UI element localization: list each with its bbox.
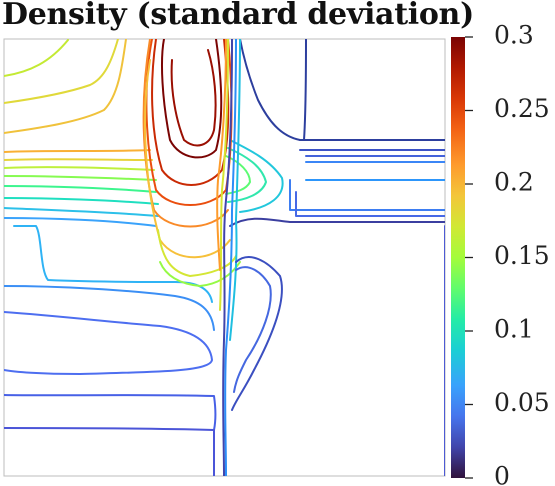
chart-title: Density (standard deviation)	[2, 0, 474, 32]
colorbar-tick-label: 0.3	[494, 21, 534, 50]
colorbar	[451, 37, 465, 478]
colorbar-tick-label: 0.1	[494, 315, 534, 344]
colorbar-tick-label: 0.25	[494, 94, 550, 123]
colorbar-tick-label: 0.15	[494, 241, 550, 270]
colorbar-tick-label: 0.2	[494, 168, 534, 197]
colorbar-ticks: 0 0.05 0.1 0.15 0.2 0.25 0.3	[465, 21, 550, 486]
colorbar-tick-label: 0	[494, 462, 510, 486]
colorbar-tick-label: 0.05	[494, 388, 550, 417]
contour-lines	[4, 39, 445, 476]
